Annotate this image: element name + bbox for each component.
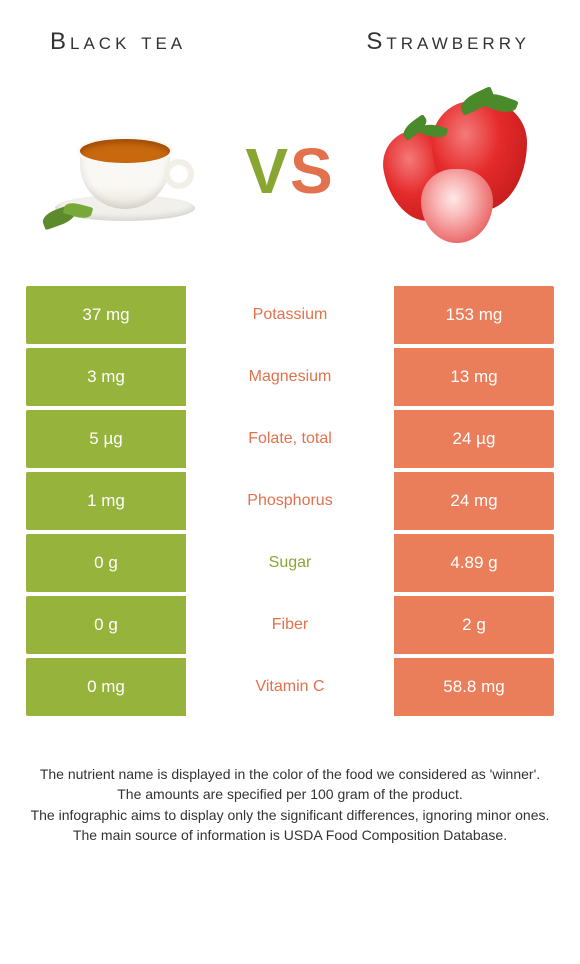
nutrient-label: Magnesium [186,348,394,406]
header: Black tea Strawberry [0,0,580,66]
vs-label: VS [245,134,334,208]
vs-v: V [245,135,290,207]
footer-line: The infographic aims to display only the… [28,805,552,825]
left-value: 37 mg [26,286,186,344]
hero-row: VS [0,66,580,286]
footer-line: The amounts are specified per 100 gram o… [28,784,552,804]
left-value: 3 mg [26,348,186,406]
nutrient-label: Sugar [186,534,394,592]
table-row: 3 mgMagnesium13 mg [26,348,554,406]
footer-notes: The nutrient name is displayed in the co… [0,720,580,845]
nutrient-label: Vitamin C [186,658,394,716]
left-value: 1 mg [26,472,186,530]
right-value: 2 g [394,596,554,654]
footer-line: The nutrient name is displayed in the co… [28,764,552,784]
table-row: 0 mgVitamin C58.8 mg [26,658,554,716]
right-value: 13 mg [394,348,554,406]
vs-s: S [290,135,335,207]
nutrient-label: Fiber [186,596,394,654]
left-value: 0 mg [26,658,186,716]
right-value: 58.8 mg [394,658,554,716]
left-value: 0 g [26,534,186,592]
left-food-title: Black tea [50,28,186,56]
right-food-image [370,86,540,256]
right-value: 4.89 g [394,534,554,592]
tea-cup-icon [50,111,200,231]
table-row: 37 mgPotassium153 mg [26,286,554,344]
table-row: 1 mgPhosphorus24 mg [26,472,554,530]
left-value: 5 µg [26,410,186,468]
right-food-title: Strawberry [366,28,530,56]
table-row: 0 gFiber2 g [26,596,554,654]
right-value: 24 mg [394,472,554,530]
left-food-image [40,86,210,256]
nutrient-label: Potassium [186,286,394,344]
footer-line: The main source of information is USDA F… [28,825,552,845]
strawberry-icon [375,91,535,251]
left-value: 0 g [26,596,186,654]
nutrient-label: Folate, total [186,410,394,468]
right-value: 153 mg [394,286,554,344]
right-value: 24 µg [394,410,554,468]
nutrient-table: 37 mgPotassium153 mg3 mgMagnesium13 mg5 … [0,286,580,716]
table-row: 0 gSugar4.89 g [26,534,554,592]
nutrient-label: Phosphorus [186,472,394,530]
table-row: 5 µgFolate, total24 µg [26,410,554,468]
